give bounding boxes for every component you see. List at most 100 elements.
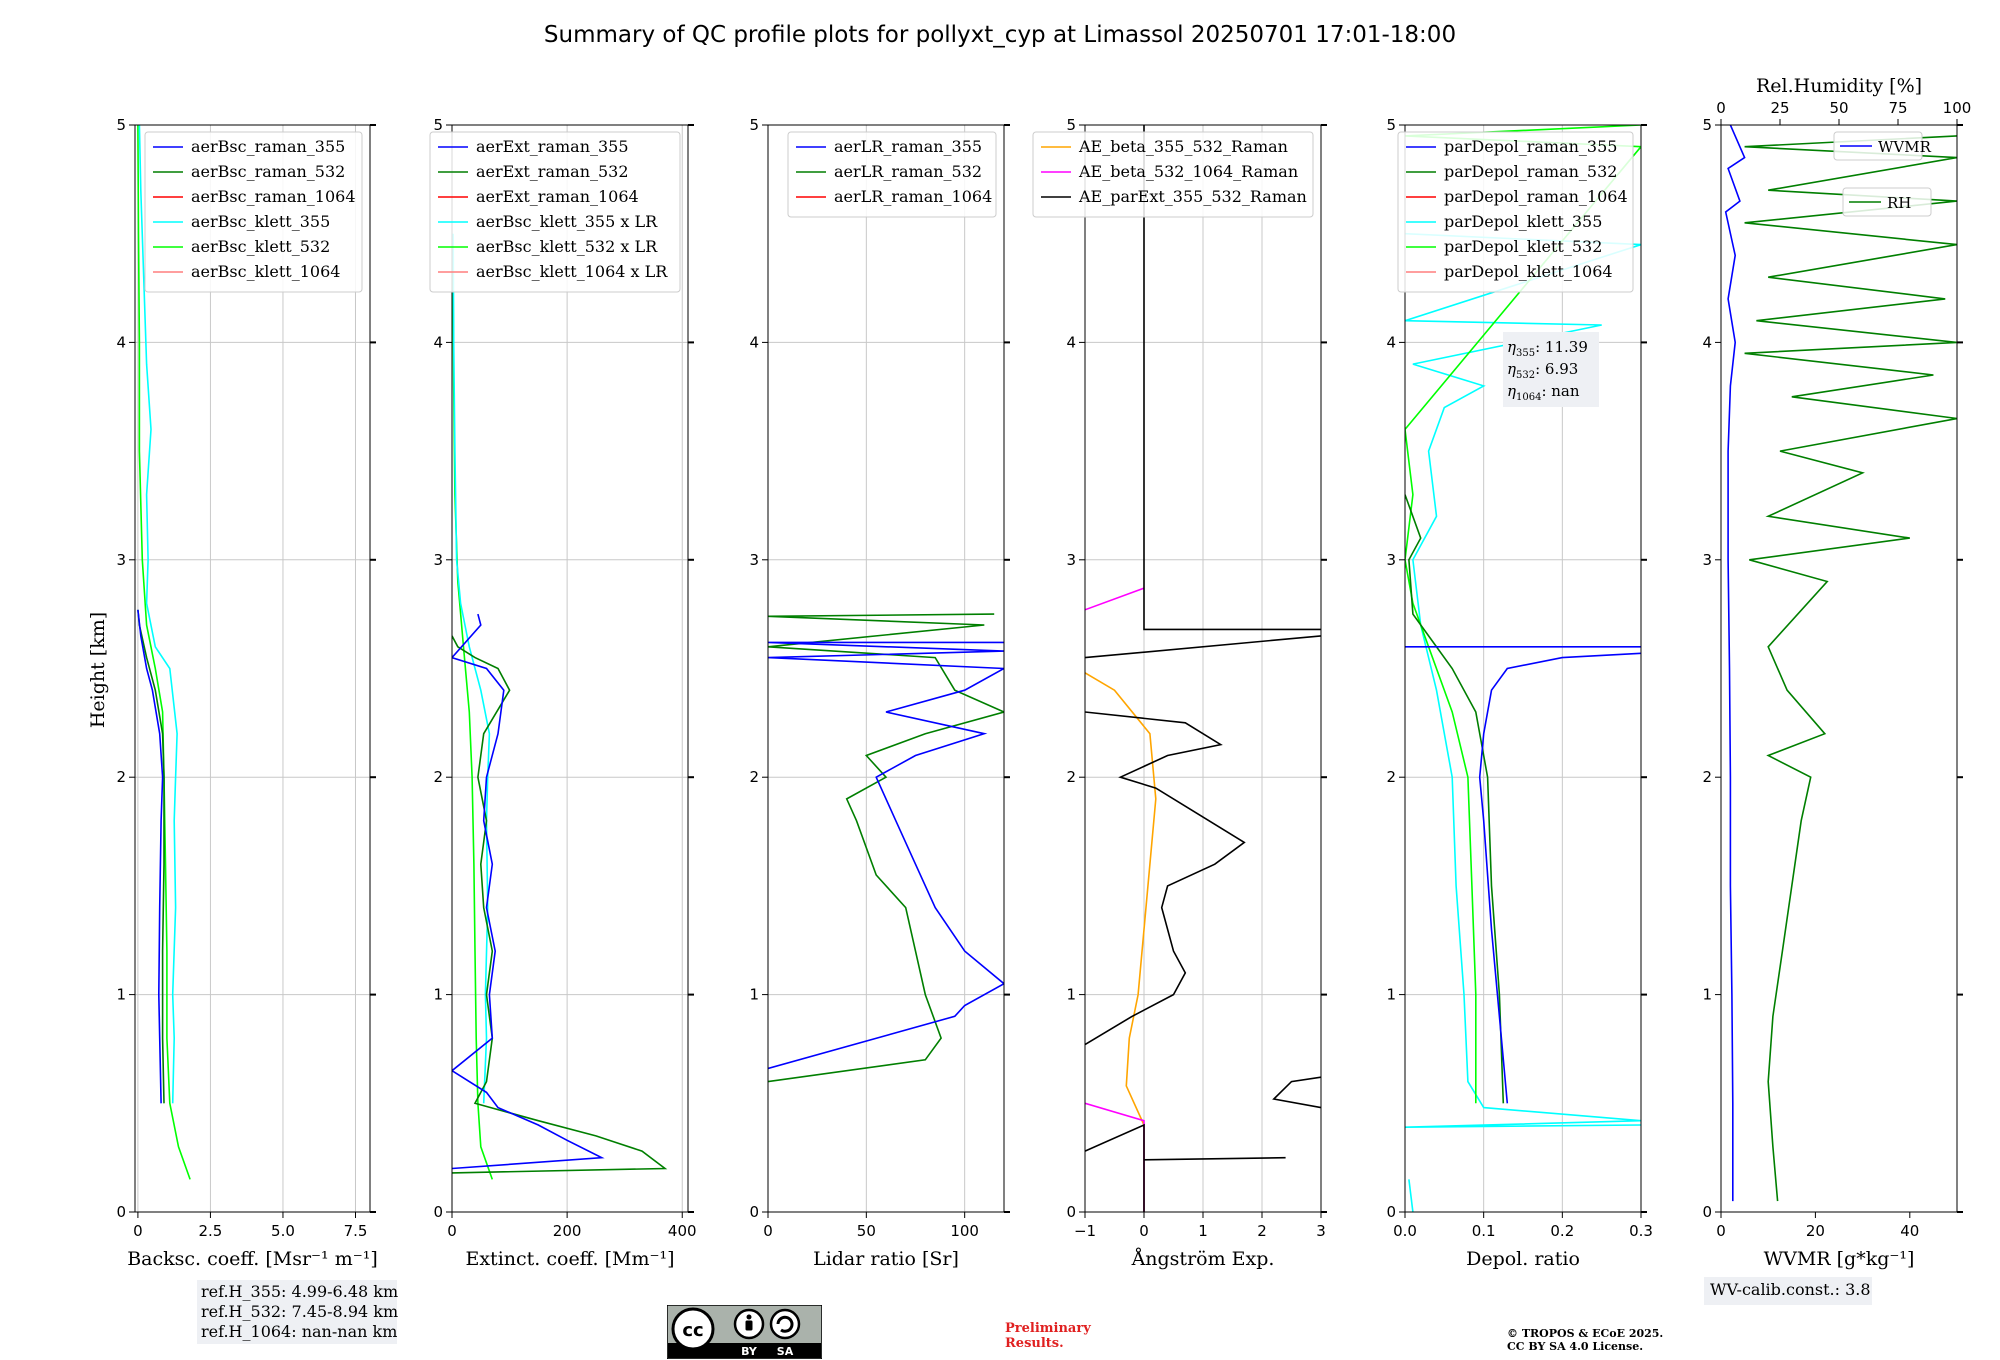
series-WVMR: [1724, 125, 1746, 1202]
legend-label: aerBsc_klett_355: [191, 212, 330, 231]
series-aerExt_raman_355: [452, 613, 605, 1170]
panel-backscatter: 0 1 2 3 4 5 0 2.5 5.0 7.5 Backsc. coeff. [Msr⁻¹ m⁻…: [116, 116, 377, 1270]
y-tick-label: 1: [1066, 986, 1076, 1004]
y-tick-label: 5: [1386, 116, 1396, 134]
legend-label: aerBsc_klett_355 x LR: [476, 212, 658, 231]
series-aerLR_raman_532: [768, 613, 1004, 1083]
series-parDepol_raman_532: [1405, 494, 1505, 1104]
copyright-line-1: © TROPOS & ECoE 2025.: [1507, 1327, 1664, 1340]
series-AE_parExt_355_532_Raman: [1143, 1156, 1286, 1161]
y-tick-label: 2: [1702, 768, 1712, 786]
series-group: [1724, 125, 1957, 1202]
cc-by-sa-logo: cc BY SA: [667, 1305, 822, 1359]
y-tick-label: 2: [1386, 768, 1396, 786]
cc-by-label: BY: [741, 1345, 758, 1358]
y-tick-label: 5: [116, 116, 126, 134]
legend-label: RH: [1887, 194, 1911, 212]
y-tick-label: 5: [1066, 116, 1076, 134]
series-AE_parExt_355_532_Raman: [1143, 125, 1321, 631]
top-x-tick-label: 75: [1888, 99, 1907, 117]
legend-label: AE_parExt_355_532_Raman: [1078, 187, 1307, 206]
x-tick-label: 2: [1257, 1222, 1267, 1240]
y-tick-label: 4: [433, 333, 443, 351]
x-tick-label: 0.1: [1472, 1222, 1496, 1240]
y-tick-label: 4: [1702, 333, 1712, 351]
y-tick-label: 1: [1702, 986, 1712, 1004]
y-tick-label: 4: [116, 333, 126, 351]
series-aerExt_raman_532: [452, 635, 668, 1174]
legend-label: WVMR: [1878, 138, 1932, 156]
legend-label: aerLR_raman_532: [834, 162, 982, 181]
legend-label: parDepol_raman_532: [1444, 162, 1617, 181]
series-group: [768, 613, 1004, 1083]
series-parDepol_klett_355: [1405, 232, 1641, 1128]
legend-label: parDepol_klett_532: [1444, 237, 1602, 256]
y-tick-label: 2: [1066, 768, 1076, 786]
cc-sa-label: SA: [777, 1345, 794, 1358]
series-group: [452, 233, 668, 1180]
series-parDepol_klett_355: [1408, 1179, 1414, 1212]
legend-label: aerExt_raman_1064: [476, 187, 639, 206]
top-x-tick-label: 50: [1829, 99, 1848, 117]
legend-label: aerLR_raman_355: [834, 137, 982, 156]
legend-box: [1842, 187, 1932, 217]
series-AE_beta_355_532_Raman: [1085, 672, 1157, 1212]
legend-label: parDepol_klett_1064: [1444, 262, 1613, 281]
series-AE_parExt_355_532_Raman: [1085, 711, 1246, 1046]
eta-1064: η1064: nan: [1507, 382, 1580, 403]
y-tick-label: 1: [1386, 986, 1396, 1004]
x-axis-label: Depol. ratio: [1466, 1248, 1580, 1270]
y-tick-label: 3: [116, 551, 126, 569]
x-tick-label: 20: [1806, 1222, 1825, 1240]
legend-label: aerBsc_klett_1064 x LR: [476, 262, 668, 281]
x-tick-label: 40: [1900, 1222, 1919, 1240]
legend-label: aerLR_raman_1064: [834, 187, 992, 206]
legend-label: aerBsc_klett_532 x LR: [476, 237, 658, 256]
legend-label: aerBsc_raman_355: [191, 137, 345, 156]
y-tick-label: 2: [749, 768, 759, 786]
x-tick-label: 2.5: [199, 1222, 223, 1240]
y-tick-label: 0: [433, 1203, 443, 1221]
legend-label: parDepol_raman_355: [1444, 137, 1617, 156]
copyright-note: © TROPOS & ECoE 2025. CC BY SA 4.0 Licen…: [1507, 1327, 1663, 1353]
x-tick-label: 0.2: [1550, 1222, 1574, 1240]
y-tick-label: 5: [1702, 116, 1712, 134]
ref-height-532: ref.H_532: 7.45-8.94 km: [201, 1302, 399, 1321]
legend-label: aerExt_raman_355: [476, 137, 629, 156]
series-group: [1405, 125, 1641, 1212]
preliminary-line-2: Results.: [1005, 1336, 1064, 1351]
x-tick-label: 0.3: [1629, 1222, 1653, 1240]
x-tick-label: 200: [553, 1222, 582, 1240]
top-x-axis-label: Rel.Humidity [%]: [1756, 75, 1922, 97]
figure-title: Summary of QC profile plots for pollyxt_…: [543, 22, 1457, 48]
legend-label: aerBsc_raman_532: [191, 162, 345, 181]
x-axis-label: Backsc. coeff. [Msr⁻¹ m⁻¹]: [127, 1248, 378, 1270]
top-x-tick-label: 25: [1770, 99, 1789, 117]
x-tick-label: 0: [1139, 1222, 1149, 1240]
y-tick-label: 3: [433, 551, 443, 569]
ref-height-1064: ref.H_1064: nan-nan km: [201, 1322, 398, 1341]
plot-frame: [1404, 124, 1642, 1213]
x-axis-label: Lidar ratio [Sr]: [813, 1248, 959, 1270]
x-tick-label: 0: [1716, 1222, 1726, 1240]
y-tick-label: 5: [433, 116, 443, 134]
y-tick-label: 4: [1386, 333, 1396, 351]
legend-box: [1032, 131, 1314, 218]
panel-depol: 0 1 2 3 4 5 0.0 0.1 0.2 0.3 Depol. ratio parDepol_r…: [1386, 116, 1652, 1270]
wv-calib-box: WV-calib.const.: 3.8: [1704, 1277, 1872, 1305]
x-tick-label: 3: [1316, 1222, 1326, 1240]
x-tick-label: 400: [668, 1222, 697, 1240]
series-AE_parExt_355_532_Raman: [1085, 635, 1321, 659]
y-tick-label: 3: [1066, 551, 1076, 569]
series-aerBsc_klett_355 x LR: [452, 233, 491, 1104]
y-tick-label: 5: [749, 116, 759, 134]
x-tick-label: 100: [950, 1222, 979, 1240]
x-tick-label: 0: [447, 1222, 457, 1240]
x-tick-label: 7.5: [344, 1222, 368, 1240]
legend-label: parDepol_raman_1064: [1444, 187, 1628, 206]
y-tick-label: 2: [433, 768, 443, 786]
y-tick-label: 1: [116, 986, 126, 1004]
panel-extinction: 0 1 2 3 4 5 0 200 400 Extinct. coeff. [Mm⁻¹] aerEx…: [429, 116, 697, 1270]
x-axis-label: Ångström Exp.: [1131, 1248, 1275, 1270]
